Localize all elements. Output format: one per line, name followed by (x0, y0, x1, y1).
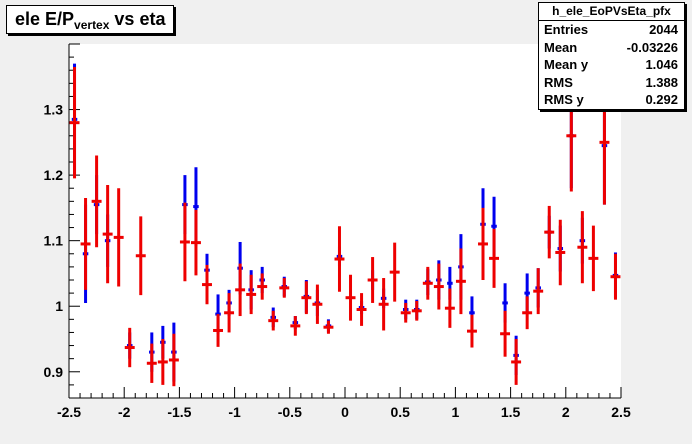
data-point (389, 242, 400, 302)
data-point (400, 302, 411, 323)
data-point (345, 274, 356, 321)
data-point (235, 263, 246, 317)
y-tick-label: 1.3 (44, 102, 64, 118)
data-point (522, 296, 533, 330)
data-point (411, 300, 422, 321)
data-point (102, 184, 113, 284)
stats-label: Mean (544, 39, 578, 55)
data-marks (69, 63, 621, 387)
y-tick-label: 1 (55, 298, 63, 314)
stats-label: RMS (544, 74, 573, 90)
stats-histogram-name: h_ele_EoPVsEta_pfx (539, 3, 684, 21)
data-point (179, 202, 190, 282)
stats-row-mean: Mean -0.03226 (539, 39, 684, 57)
y-tick-label: 0.9 (44, 364, 64, 380)
x-tick-label: -1.5 (167, 404, 191, 420)
x-tick-label: 1.5 (501, 404, 521, 420)
stats-box: h_ele_EoPVsEta_pfx Entries 2044 Mean -0.03… (538, 2, 685, 110)
data-point (478, 207, 488, 280)
data-point (268, 310, 279, 331)
stats-value: 2044 (649, 22, 678, 37)
plot-frame (69, 44, 621, 398)
data-point (334, 226, 345, 292)
x-tick-label: -1 (228, 404, 241, 420)
data-point (135, 216, 146, 296)
stats-value: 0.292 (645, 92, 678, 107)
data-point (213, 314, 224, 347)
data-point (455, 248, 466, 315)
stats-row-entries: Entries 2044 (539, 21, 684, 39)
data-point (323, 320, 334, 334)
data-point (246, 274, 257, 315)
stats-row-rms-y: RMS y 0.292 (539, 91, 684, 109)
data-point (466, 314, 477, 348)
stats-value: -0.03226 (626, 39, 678, 55)
x-tick-label: 0.5 (390, 404, 410, 420)
data-point (124, 327, 135, 368)
data-point (202, 264, 212, 305)
data-point (588, 225, 599, 292)
y-tick-label: 1.2 (44, 167, 64, 183)
data-point (113, 188, 124, 287)
stats-row-mean-y: Mean y 1.046 (539, 56, 684, 74)
plot-title-rest: vs eta (109, 9, 166, 29)
stats-label: RMS y (544, 92, 584, 107)
stats-label: Entries (544, 22, 589, 37)
data-point (80, 198, 91, 290)
data-point (511, 339, 522, 385)
data-point (500, 310, 511, 357)
x-tick-label: 2.5 (611, 404, 631, 420)
stats-value: 1.046 (645, 57, 678, 72)
data-point (91, 155, 102, 248)
data-point (367, 257, 378, 303)
data-point (168, 333, 179, 387)
stats-value: 1.388 (645, 74, 678, 90)
data-point (544, 205, 555, 259)
data-point (290, 316, 301, 336)
plot-title: ele E/Pvertex vs eta (6, 5, 175, 34)
series-1 (69, 66, 621, 387)
data-point (422, 266, 433, 300)
data-point (433, 263, 444, 310)
data-point (356, 293, 367, 326)
data-point (257, 273, 268, 300)
data-point (224, 293, 235, 333)
x-tick-label: 2 (562, 404, 570, 420)
data-point (312, 284, 323, 324)
data-point (69, 66, 80, 179)
x-tick-label: -2.5 (57, 404, 81, 420)
x-tick-label: -0.5 (278, 404, 302, 420)
data-point (279, 278, 290, 298)
stats-label: Mean y (544, 57, 589, 72)
data-point (555, 219, 566, 286)
plot-title-subscript: vertex (74, 18, 110, 32)
axes (68, 43, 622, 399)
tick-labels: -2.5 -2 -1.5 -1 -0.5 0 0.5 1 1.5 2 2.5 0.9 1 1.1 1.2 1.… (44, 102, 631, 420)
data-point (146, 343, 157, 383)
x-tick-label: 1 (452, 404, 460, 420)
data-point (489, 228, 500, 288)
x-tick-label: -2 (118, 404, 131, 420)
data-point (190, 209, 201, 276)
stats-row-rms: RMS 1.388 (539, 74, 684, 92)
y-tick-label: 1.1 (44, 233, 64, 249)
data-point (610, 253, 621, 300)
x-tick-label: 0 (341, 404, 349, 420)
data-point (157, 339, 168, 385)
data-point (378, 278, 389, 331)
data-point (577, 211, 588, 284)
data-point (444, 288, 455, 328)
data-point (301, 281, 312, 315)
plot-title-main: ele E/P (15, 9, 75, 29)
data-point (533, 268, 544, 315)
